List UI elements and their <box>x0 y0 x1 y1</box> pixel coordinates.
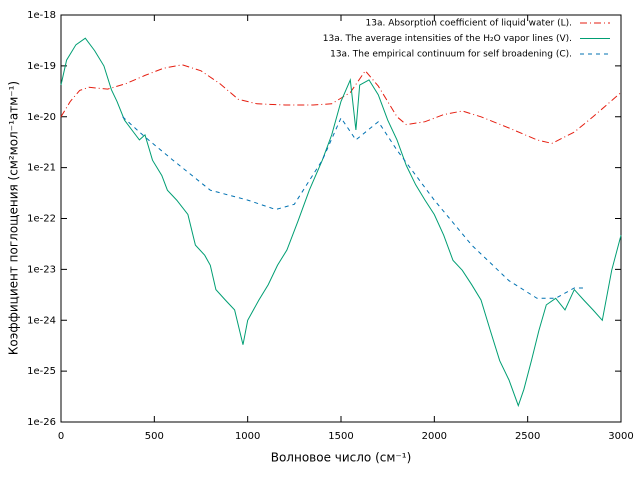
y-tick-label: 1e-22 <box>27 214 56 225</box>
legend-label: 13a. The empirical continuum for self br… <box>330 50 572 60</box>
y-tick-label: 1e-18 <box>27 10 56 21</box>
y-tick-label: 1e-26 <box>27 417 56 428</box>
plot-frame <box>60 14 622 423</box>
x-tick-label: 1000 <box>235 431 260 442</box>
x-tick-label: 2500 <box>515 431 540 442</box>
y-tick-label: 1e-25 <box>27 366 56 377</box>
x-tick-label: 2000 <box>422 431 447 442</box>
y-tick-label: 1e-24 <box>27 315 56 326</box>
legend-label: 13a. The average intensities of the H₂O … <box>323 34 572 44</box>
x-tick-label: 3000 <box>608 431 633 442</box>
x-axis-label: Волновое число (см⁻¹) <box>271 451 412 465</box>
legend-label: 13a. Absorption coefficient of liquid wa… <box>366 19 572 29</box>
y-tick-label: 1e-23 <box>27 264 56 275</box>
y-tick-label: 1e-19 <box>27 61 56 72</box>
y-axis-label: Коэффициент поглощения (см²мол⁻¹атм⁻¹) <box>7 81 21 355</box>
x-tick-label: 1500 <box>328 431 353 442</box>
y-tick-label: 1e-21 <box>27 163 56 174</box>
series-line <box>60 64 622 144</box>
x-tick-label: 500 <box>145 431 164 442</box>
y-tick-label: 1e-20 <box>27 112 56 123</box>
series-line <box>122 116 584 299</box>
x-tick-label: 0 <box>58 431 64 442</box>
series-line <box>60 37 622 408</box>
